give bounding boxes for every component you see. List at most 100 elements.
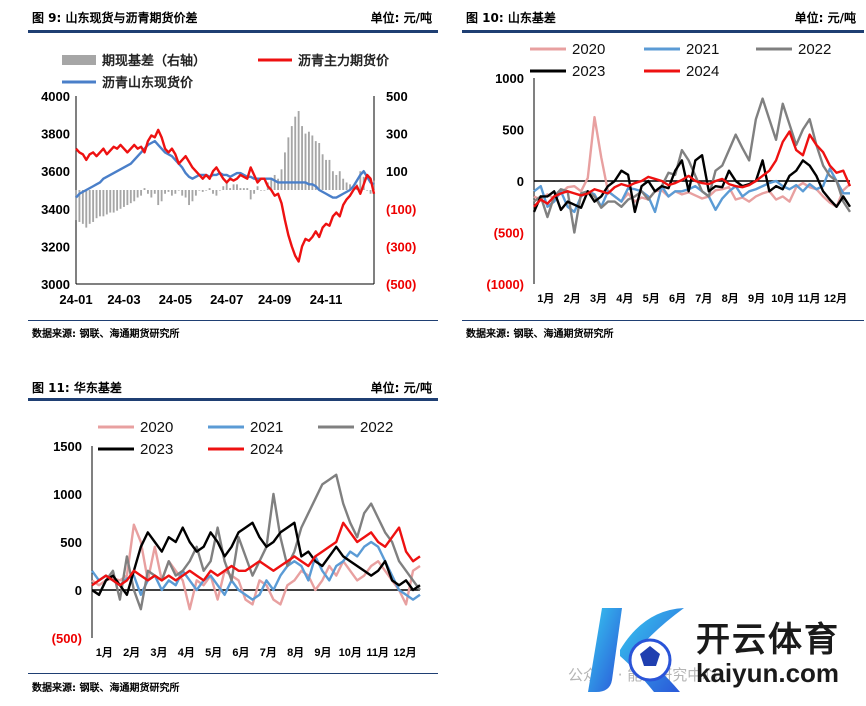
basis-bar: [184, 190, 187, 198]
basis-bar: [373, 180, 375, 190]
basis-bar: [201, 190, 204, 192]
footer-rule: [462, 320, 864, 321]
x-tick: 2月: [564, 292, 581, 305]
y-tick-left: 3800: [41, 127, 70, 142]
x-tick: 24-11: [310, 292, 343, 307]
basis-bar: [188, 190, 190, 206]
data-source: 数据来源: 钢联、海通期货研究所: [32, 329, 180, 340]
basis-bar: [277, 178, 280, 190]
legend-label: 2021: [250, 419, 283, 436]
x-tick: 7月: [260, 646, 277, 659]
basis-bar: [123, 190, 125, 207]
basis-bar: [342, 178, 345, 190]
basis-bar: [205, 190, 208, 191]
legend-label: 沥青主力期货价: [298, 53, 390, 68]
basis-bar: [311, 135, 314, 190]
header-rule: [28, 30, 438, 33]
series-line-2024: [533, 130, 852, 208]
basis-bar: [222, 186, 225, 190]
basis-bar: [263, 190, 266, 191]
unit-label: 单位: 元/吨: [370, 381, 432, 395]
basis-bar: [318, 143, 321, 190]
basis-bar: [369, 190, 372, 194]
basis-bar: [212, 190, 214, 194]
x-tick: 10月: [771, 292, 794, 305]
basis-bar: [280, 169, 283, 190]
basis-bar: [249, 190, 252, 200]
basis-bar: [160, 190, 163, 202]
basis-bar: [99, 190, 101, 217]
header-rule: [462, 30, 864, 33]
basis-bar: [215, 190, 218, 196]
data-source: 数据来源: 钢联、海通期货研究所: [466, 329, 614, 340]
y-tick: (500): [494, 226, 524, 241]
basis-bar: [85, 190, 88, 228]
basis-bar: [246, 188, 249, 190]
x-tick: 11月: [798, 292, 821, 305]
x-tick: 2月: [123, 646, 140, 659]
basis-bar: [102, 190, 105, 217]
x-tick: 8月: [287, 646, 304, 659]
legend-label: 2024: [686, 63, 719, 80]
figure-title: 图 11: 华东基差: [32, 381, 122, 395]
y-tick: 0: [75, 583, 82, 598]
basis-bar: [229, 188, 232, 190]
legend-label: 2023: [572, 63, 605, 80]
basis-bar: [297, 111, 300, 190]
basis-bar: [273, 174, 276, 190]
basis-bar: [270, 178, 273, 190]
data-source: 数据来源: 钢联、海通期货研究所: [32, 683, 180, 694]
panel-shandong-spread: 图 9: 山东现货与沥青期货价差 单位: 元/吨 期现基差（右轴） 沥青主力期货价…: [0, 0, 438, 340]
y-tick: (500): [52, 631, 82, 646]
basis-bar: [366, 190, 369, 191]
brand-name: 开云体育: [696, 620, 840, 660]
unit-label: 单位: 元/吨: [370, 11, 432, 25]
panel-east-china-basis: 图 11: 华东基差 单位: 元/吨 2020 2021 2022 2023 2024 (…: [0, 370, 438, 706]
x-tick: 24-01: [59, 292, 92, 307]
basis-bar: [81, 190, 84, 224]
x-tick: 6月: [232, 646, 249, 659]
legend-label: 2022: [798, 41, 831, 58]
basis-bar: [208, 188, 211, 190]
basis-bar: [126, 190, 129, 206]
legend-label: 沥青山东现货价: [102, 75, 194, 90]
panel-header: 图 11: 华东基差 单位: 元/吨: [28, 376, 438, 398]
series-line-2022: [91, 473, 421, 611]
x-tick: 3月: [590, 292, 607, 305]
series-line-futures: [75, 128, 376, 263]
x-tick: 9月: [748, 292, 765, 305]
y-tick: 1500: [53, 439, 82, 454]
basis-bar: [284, 152, 286, 190]
basis-bar: [290, 126, 293, 190]
x-tick: 5月: [643, 292, 660, 305]
y-tick-left: 3000: [41, 277, 70, 292]
basis-bar: [177, 190, 180, 191]
x-tick: 1月: [96, 646, 113, 659]
x-tick: 5月: [205, 646, 222, 659]
y-tick-right: (500): [386, 277, 416, 292]
series-line-2023: [91, 521, 421, 597]
legend-label: 期现基差（右轴）: [102, 53, 206, 68]
x-tick: 9月: [314, 646, 331, 659]
basis-bar: [260, 190, 262, 191]
basis-bar: [194, 190, 197, 196]
y-tick-left: 4000: [41, 89, 70, 104]
basis-bar: [321, 154, 324, 190]
basis-bar: [218, 190, 221, 191]
basis-bar: [253, 190, 256, 194]
y-tick-right: (100): [386, 202, 416, 217]
basis-bar: [75, 190, 77, 221]
basis-bar: [140, 190, 143, 196]
y-tick: (1000): [486, 277, 524, 292]
chart-east-china-basis: 2020 2021 2022 2023 2024 (500) 0 500 1000 1500 1月 2…: [52, 419, 421, 659]
brand-logo: 开云体育 kaiyun.com: [584, 600, 866, 700]
legend-swatch: [62, 55, 96, 65]
x-tick: 8月: [722, 292, 739, 305]
basis-bar: [242, 188, 245, 190]
basis-bar: [325, 159, 327, 190]
figure-title: 图 9: 山东现货与沥青期货价差: [32, 11, 198, 25]
legend-label: 2021: [686, 41, 719, 58]
basis-bar: [345, 182, 348, 190]
y-tick: 0: [517, 174, 524, 189]
x-tick: 24-09: [258, 292, 291, 307]
